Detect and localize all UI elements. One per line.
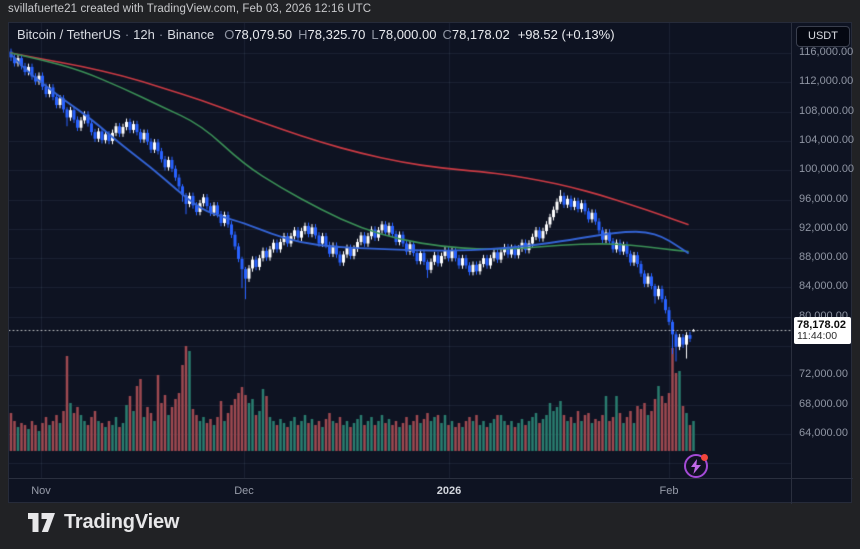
tradingview-logo-icon [28, 513, 55, 532]
price-axis-label: 108,000.00 [799, 104, 855, 117]
open-key: O [224, 27, 235, 42]
exchange-label: Binance [167, 27, 215, 42]
chart-panel: Bitcoin / TetherUS · 12h · Binance O78,079.50… [8, 22, 855, 504]
price-axis-label: 96,000.00 [799, 192, 848, 205]
current-price-value: 78,178.02 [797, 319, 846, 332]
time-axis-label: Dec [234, 485, 254, 497]
chart-legend[interactable]: Bitcoin / TetherUS · 12h · Binance O78,079.50… [17, 27, 615, 42]
axis-corner-separator [791, 479, 792, 504]
currency-toggle-button[interactable]: USDT [796, 26, 850, 47]
time-axis[interactable]: Nov Dec 2026 Feb [9, 478, 853, 504]
low-key: L [371, 27, 379, 42]
high-key: H [298, 27, 308, 42]
time-axis-label: 2026 [436, 485, 462, 497]
price-axis-label: 68,000.00 [799, 397, 848, 410]
price-axis[interactable]: USDT 78,178.02 11:44:00 116,000.00 112,00… [791, 23, 855, 478]
quick-trade-flash-icon[interactable] [684, 454, 708, 478]
footer-brand[interactable]: TradingView [28, 511, 179, 534]
time-axis-label: Feb [659, 485, 679, 497]
price-axis-label: 116,000.00 [799, 46, 854, 58]
price-axis-label: 100,000.00 [799, 163, 855, 176]
title-separator: · [158, 27, 164, 42]
high-value: 78,325.70 [307, 27, 366, 42]
price-axis-label: 72,000.00 [799, 368, 848, 381]
tradingview-wordmark: TradingView [64, 511, 180, 533]
price-change: +98.52 (+0.13%) [517, 27, 615, 42]
ohlc-values: O78,079.50 H78,325.70 L78,000.00 C78,178.02 [224, 27, 516, 42]
price-axis-label: 88,000.00 [799, 251, 848, 264]
time-axis-label: Nov [31, 485, 51, 497]
price-axis-label: 64,000.00 [799, 427, 848, 439]
interval-label[interactable]: 12h [133, 27, 155, 42]
price-axis-label: 112,000.00 [799, 75, 854, 88]
price-chart-canvas[interactable] [9, 23, 791, 478]
notification-dot [701, 454, 708, 461]
symbol-title[interactable]: Bitcoin / TetherUS [17, 27, 121, 42]
price-axis-label: 104,000.00 [799, 133, 855, 146]
open-value: 78,079.50 [234, 27, 293, 42]
lightning-icon [691, 459, 701, 474]
current-price-label: 78,178.02 11:44:00 [794, 317, 851, 345]
price-axis-label: 84,000.00 [799, 280, 848, 293]
close-key: C [442, 27, 452, 42]
price-axis-label: 92,000.00 [799, 221, 848, 234]
low-value: 78,000.00 [378, 27, 437, 42]
price-chart-area[interactable] [9, 23, 791, 478]
title-separator: · [124, 27, 130, 42]
attribution-text: svillafuerte21 created with TradingView.… [8, 3, 372, 15]
current-price-countdown: 11:44:00 [797, 330, 838, 343]
close-value: 78,178.02 [451, 27, 510, 42]
